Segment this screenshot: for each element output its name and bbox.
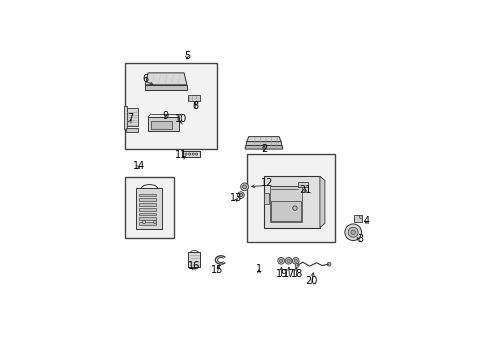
Polygon shape xyxy=(246,136,281,141)
Circle shape xyxy=(286,259,290,262)
Bar xyxy=(298,182,307,187)
Circle shape xyxy=(192,153,194,155)
Text: 1: 1 xyxy=(255,264,262,274)
Text: 20: 20 xyxy=(305,276,317,286)
Circle shape xyxy=(292,257,299,264)
Circle shape xyxy=(188,153,190,155)
Bar xyxy=(125,63,216,149)
Text: 19: 19 xyxy=(275,269,287,279)
Circle shape xyxy=(359,215,362,219)
Bar xyxy=(125,128,138,132)
Bar xyxy=(148,117,178,131)
Bar xyxy=(271,201,300,221)
Bar xyxy=(136,188,162,229)
Circle shape xyxy=(153,220,156,224)
Text: 11: 11 xyxy=(174,150,186,159)
Bar xyxy=(139,217,155,220)
Circle shape xyxy=(326,262,330,266)
Circle shape xyxy=(347,227,357,237)
Polygon shape xyxy=(145,85,186,90)
Bar xyxy=(125,177,173,238)
Bar xyxy=(182,151,200,157)
Circle shape xyxy=(240,183,248,191)
Text: 10: 10 xyxy=(174,114,186,125)
Circle shape xyxy=(285,257,291,264)
Circle shape xyxy=(142,220,145,224)
Bar xyxy=(139,203,155,206)
Bar xyxy=(150,121,171,129)
Bar xyxy=(264,193,269,204)
Text: 12: 12 xyxy=(260,178,272,188)
Text: 13: 13 xyxy=(229,193,242,203)
Circle shape xyxy=(292,206,297,210)
Bar xyxy=(139,208,155,211)
Text: 7: 7 xyxy=(127,113,133,123)
Polygon shape xyxy=(145,73,186,85)
Circle shape xyxy=(344,224,361,240)
Circle shape xyxy=(293,259,297,262)
Bar xyxy=(139,212,155,215)
Text: 4: 4 xyxy=(363,216,369,226)
Text: 16: 16 xyxy=(187,261,200,271)
Bar xyxy=(126,108,138,126)
Text: 17: 17 xyxy=(283,269,295,279)
Circle shape xyxy=(239,193,242,197)
Text: 18: 18 xyxy=(290,269,302,279)
Text: 3: 3 xyxy=(356,234,363,244)
Bar xyxy=(139,198,155,201)
Circle shape xyxy=(295,264,299,267)
Circle shape xyxy=(242,185,246,189)
Polygon shape xyxy=(319,176,324,228)
Text: 14: 14 xyxy=(133,161,145,171)
Bar xyxy=(139,222,155,225)
Circle shape xyxy=(195,153,197,155)
Text: 9: 9 xyxy=(162,111,168,121)
Bar xyxy=(123,105,126,129)
Bar xyxy=(187,95,200,102)
Bar xyxy=(139,194,155,197)
Polygon shape xyxy=(244,145,282,149)
Text: 5: 5 xyxy=(183,51,190,61)
Bar xyxy=(269,186,301,222)
Text: 8: 8 xyxy=(192,100,198,111)
Text: 2: 2 xyxy=(260,144,266,154)
Text: 21: 21 xyxy=(299,185,311,195)
Text: 6: 6 xyxy=(142,74,148,84)
Circle shape xyxy=(237,192,244,198)
Bar xyxy=(188,252,200,267)
Circle shape xyxy=(350,230,355,234)
Bar xyxy=(247,153,334,242)
Circle shape xyxy=(279,259,282,262)
Bar xyxy=(353,215,362,222)
Circle shape xyxy=(184,153,187,155)
Circle shape xyxy=(277,257,284,264)
Bar xyxy=(264,176,319,228)
Polygon shape xyxy=(245,141,282,145)
Text: 15: 15 xyxy=(211,265,223,275)
